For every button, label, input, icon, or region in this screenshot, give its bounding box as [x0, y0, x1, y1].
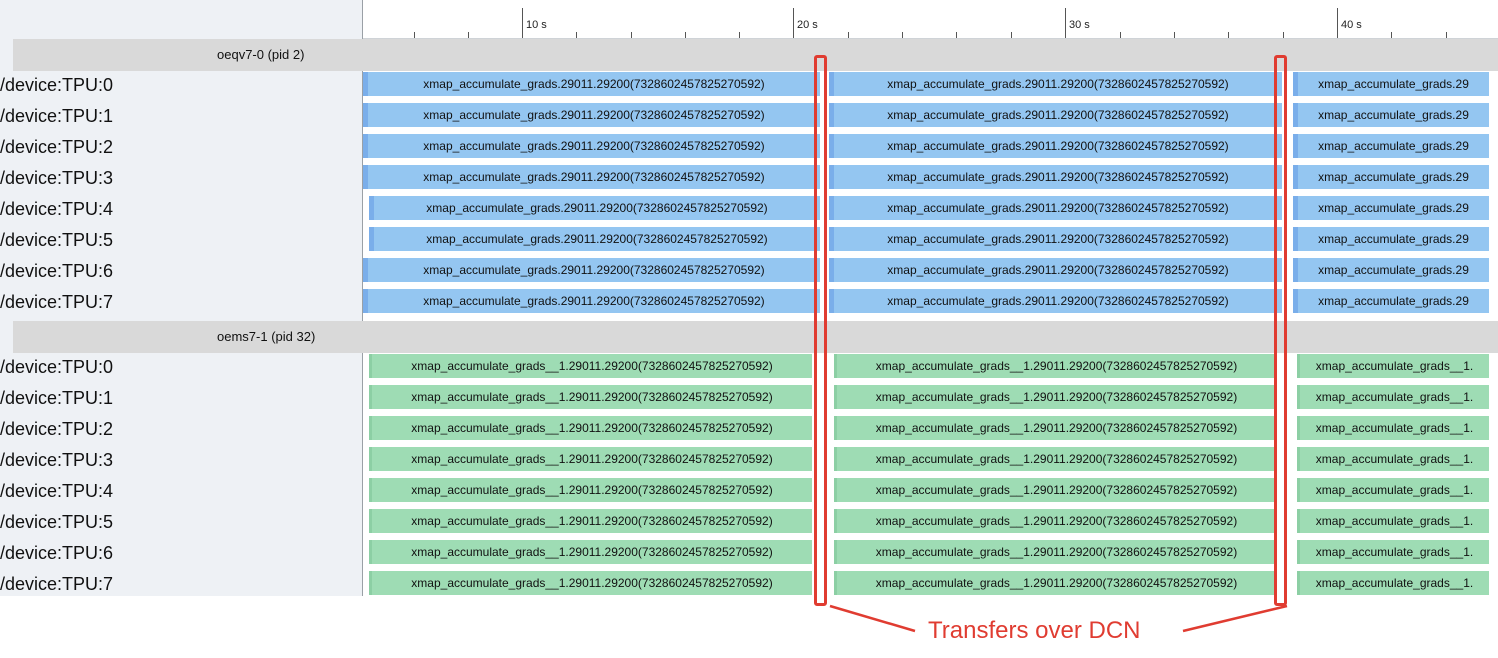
- trace-slice[interactable]: xmap_accumulate_grads.29011.29200(732860…: [363, 72, 820, 96]
- ruler-minor-tick: [1228, 32, 1229, 38]
- ruler-minor-tick: [414, 32, 415, 38]
- trace-slice[interactable]: xmap_accumulate_grads.29: [1293, 227, 1489, 251]
- process-header[interactable]: oems7-1 (pid 32): [13, 321, 1498, 353]
- track-label: /device:TPU:5: [0, 512, 114, 532]
- trace-slice[interactable]: xmap_accumulate_grads__1.29011.29200(732…: [369, 478, 812, 502]
- track-label: /device:TPU:3: [0, 450, 114, 470]
- trace-slice[interactable]: xmap_accumulate_grads__1.29011.29200(732…: [834, 385, 1276, 409]
- trace-slice[interactable]: xmap_accumulate_grads__1.: [1297, 571, 1489, 595]
- trace-slice[interactable]: xmap_accumulate_grads__1.29011.29200(732…: [834, 354, 1276, 378]
- track-label: /device:TPU:3: [0, 168, 114, 188]
- trace-slice[interactable]: xmap_accumulate_grads__1.: [1297, 509, 1489, 533]
- track-label: /device:TPU:0: [0, 75, 114, 95]
- track-label: /device:TPU:2: [0, 419, 114, 439]
- ruler-tick-label: 40 s: [1341, 19, 1362, 31]
- trace-slice[interactable]: xmap_accumulate_grads.29: [1293, 258, 1489, 282]
- process-header[interactable]: oeqv7-0 (pid 2): [13, 39, 1498, 71]
- trace-slice[interactable]: xmap_accumulate_grads.29011.29200(732860…: [369, 227, 820, 251]
- trace-slice[interactable]: xmap_accumulate_grads__1.: [1297, 540, 1489, 564]
- trace-slice[interactable]: xmap_accumulate_grads__1.: [1297, 354, 1489, 378]
- ruler-minor-tick: [902, 32, 903, 38]
- ruler-minor-tick: [1283, 32, 1284, 38]
- trace-slice[interactable]: xmap_accumulate_grads.29011.29200(732860…: [829, 165, 1282, 189]
- trace-slice[interactable]: xmap_accumulate_grads__1.29011.29200(732…: [369, 385, 812, 409]
- dcn-gap-highlight: [814, 55, 827, 606]
- track-label: /device:TPU:6: [0, 261, 114, 281]
- trace-slice[interactable]: xmap_accumulate_grads.29011.29200(732860…: [829, 258, 1282, 282]
- ruler-minor-tick: [1120, 32, 1121, 38]
- ruler-minor-tick: [468, 32, 469, 38]
- ruler-minor-tick: [848, 32, 849, 38]
- ruler-minor-tick: [1446, 32, 1447, 38]
- ruler-tick-label: 20 s: [797, 19, 818, 31]
- trace-slice[interactable]: xmap_accumulate_grads.29011.29200(732860…: [363, 165, 820, 189]
- trace-slice[interactable]: xmap_accumulate_grads.29011.29200(732860…: [829, 103, 1282, 127]
- trace-slice[interactable]: xmap_accumulate_grads__1.29011.29200(732…: [369, 509, 812, 533]
- trace-slice[interactable]: xmap_accumulate_grads__1.: [1297, 478, 1489, 502]
- ruler-minor-tick: [1391, 32, 1392, 38]
- panel-divider[interactable]: [362, 0, 363, 596]
- trace-slice[interactable]: xmap_accumulate_grads.29011.29200(732860…: [363, 103, 820, 127]
- trace-slice[interactable]: xmap_accumulate_grads.29: [1293, 134, 1489, 158]
- annotation-label: Transfers over DCN: [928, 617, 1141, 644]
- ruler-minor-tick: [631, 32, 632, 38]
- trace-slice[interactable]: xmap_accumulate_grads__1.29011.29200(732…: [369, 447, 812, 471]
- trace-slice[interactable]: xmap_accumulate_grads.29011.29200(732860…: [363, 134, 820, 158]
- track-label-panel: [0, 0, 363, 596]
- track-label: /device:TPU:7: [0, 574, 114, 594]
- trace-slice[interactable]: xmap_accumulate_grads.29: [1293, 289, 1489, 313]
- trace-slice[interactable]: xmap_accumulate_grads__1.: [1297, 447, 1489, 471]
- trace-slice[interactable]: xmap_accumulate_grads.29011.29200(732860…: [829, 196, 1282, 220]
- ruler-minor-tick: [685, 32, 686, 38]
- dcn-gap-highlight: [1274, 55, 1287, 606]
- ruler-tick-label: 30 s: [1069, 19, 1090, 31]
- trace-slice[interactable]: xmap_accumulate_grads.29011.29200(732860…: [829, 289, 1282, 313]
- trace-slice[interactable]: xmap_accumulate_grads__1.29011.29200(732…: [834, 478, 1276, 502]
- trace-slice[interactable]: xmap_accumulate_grads__1.29011.29200(732…: [369, 571, 812, 595]
- ruler-major-tick: [1065, 8, 1066, 38]
- ruler-minor-tick: [576, 32, 577, 38]
- trace-slice[interactable]: xmap_accumulate_grads.29: [1293, 72, 1489, 96]
- trace-slice[interactable]: xmap_accumulate_grads.29: [1293, 165, 1489, 189]
- trace-slice[interactable]: xmap_accumulate_grads.29011.29200(732860…: [829, 134, 1282, 158]
- trace-slice[interactable]: xmap_accumulate_grads__1.: [1297, 385, 1489, 409]
- trace-slice[interactable]: xmap_accumulate_grads__1.29011.29200(732…: [369, 354, 812, 378]
- track-label: /device:TPU:2: [0, 137, 114, 157]
- time-ruler[interactable]: 10 s 20 s 30 s 40 s: [363, 0, 1498, 39]
- track-label: /device:TPU:4: [0, 199, 114, 219]
- trace-slice[interactable]: xmap_accumulate_grads.29011.29200(732860…: [829, 72, 1282, 96]
- track-label: /device:TPU:0: [0, 357, 114, 377]
- trace-slice[interactable]: xmap_accumulate_grads__1.29011.29200(732…: [369, 416, 812, 440]
- trace-slice[interactable]: xmap_accumulate_grads.29011.29200(732860…: [829, 227, 1282, 251]
- trace-slice[interactable]: xmap_accumulate_grads.29011.29200(732860…: [369, 196, 820, 220]
- ruler-minor-tick: [1174, 32, 1175, 38]
- track-label: /device:TPU:1: [0, 106, 114, 126]
- trace-slice[interactable]: xmap_accumulate_grads__1.29011.29200(732…: [369, 540, 812, 564]
- trace-slice[interactable]: xmap_accumulate_grads__1.29011.29200(732…: [834, 540, 1276, 564]
- trace-slice[interactable]: xmap_accumulate_grads__1.: [1297, 416, 1489, 440]
- trace-slice[interactable]: xmap_accumulate_grads.29: [1293, 103, 1489, 127]
- trace-slice[interactable]: xmap_accumulate_grads.29011.29200(732860…: [363, 258, 820, 282]
- track-label: /device:TPU:5: [0, 230, 114, 250]
- trace-slice[interactable]: xmap_accumulate_grads__1.29011.29200(732…: [834, 571, 1276, 595]
- ruler-minor-tick: [739, 32, 740, 38]
- ruler-tick-label: 10 s: [526, 19, 547, 31]
- trace-slice[interactable]: xmap_accumulate_grads.29011.29200(732860…: [363, 289, 820, 313]
- ruler-major-tick: [522, 8, 523, 38]
- trace-slice[interactable]: xmap_accumulate_grads__1.29011.29200(732…: [834, 416, 1276, 440]
- ruler-major-tick: [793, 8, 794, 38]
- track-label: /device:TPU:1: [0, 388, 114, 408]
- ruler-minor-tick: [956, 32, 957, 38]
- trace-slice[interactable]: xmap_accumulate_grads.29: [1293, 196, 1489, 220]
- ruler-minor-tick: [1011, 32, 1012, 38]
- track-label: /device:TPU:6: [0, 543, 114, 563]
- trace-slice[interactable]: xmap_accumulate_grads__1.29011.29200(732…: [834, 447, 1276, 471]
- process-name: oems7-1 (pid 32): [217, 329, 316, 344]
- track-label: /device:TPU:4: [0, 481, 114, 501]
- ruler-major-tick: [1337, 8, 1338, 38]
- track-label: /device:TPU:7: [0, 292, 114, 312]
- process-name: oeqv7-0 (pid 2): [217, 47, 305, 62]
- trace-slice[interactable]: xmap_accumulate_grads__1.29011.29200(732…: [834, 509, 1276, 533]
